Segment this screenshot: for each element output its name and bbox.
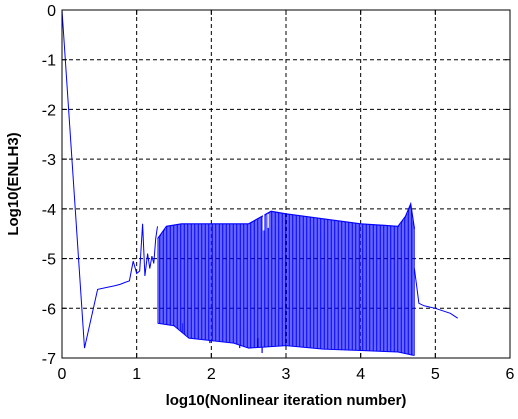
series-line-tail xyxy=(413,268,458,319)
tick-marks xyxy=(61,9,511,359)
y-tick-label: -6 xyxy=(42,301,56,318)
x-tick-labels: 0 1 2 3 4 5 6 xyxy=(58,366,515,383)
y-tick-label: -1 xyxy=(42,53,56,70)
series-line-initial xyxy=(61,9,158,349)
oscillation-band xyxy=(157,205,415,356)
y-tick-label: -7 xyxy=(42,351,56,368)
x-tick-label: 6 xyxy=(506,366,515,383)
x-tick-label: 3 xyxy=(282,366,291,383)
y-axis-label: Log10(ENLH3) xyxy=(5,132,22,235)
x-tick-label: 2 xyxy=(207,366,216,383)
y-tick-label: 0 xyxy=(47,3,56,20)
y-tick-labels: 0 -1 -2 -3 -4 -5 -6 -7 xyxy=(42,3,56,368)
plot-area xyxy=(61,9,458,356)
y-tick-label: -2 xyxy=(42,102,56,119)
band-lower-edge xyxy=(157,322,415,356)
x-tick-label: 1 xyxy=(132,366,141,383)
x-tick-label: 5 xyxy=(431,366,440,383)
y-tick-label: -5 xyxy=(42,252,56,269)
x-axis-label: log10(Nonlinear iteration number) xyxy=(166,392,407,409)
band-upper-edge xyxy=(157,201,415,240)
y-tick-label: -3 xyxy=(42,152,56,169)
grid xyxy=(62,10,510,358)
y-tick-label: -4 xyxy=(42,202,56,219)
x-tick-label: 4 xyxy=(356,366,365,383)
x-tick-label: 0 xyxy=(58,366,67,383)
